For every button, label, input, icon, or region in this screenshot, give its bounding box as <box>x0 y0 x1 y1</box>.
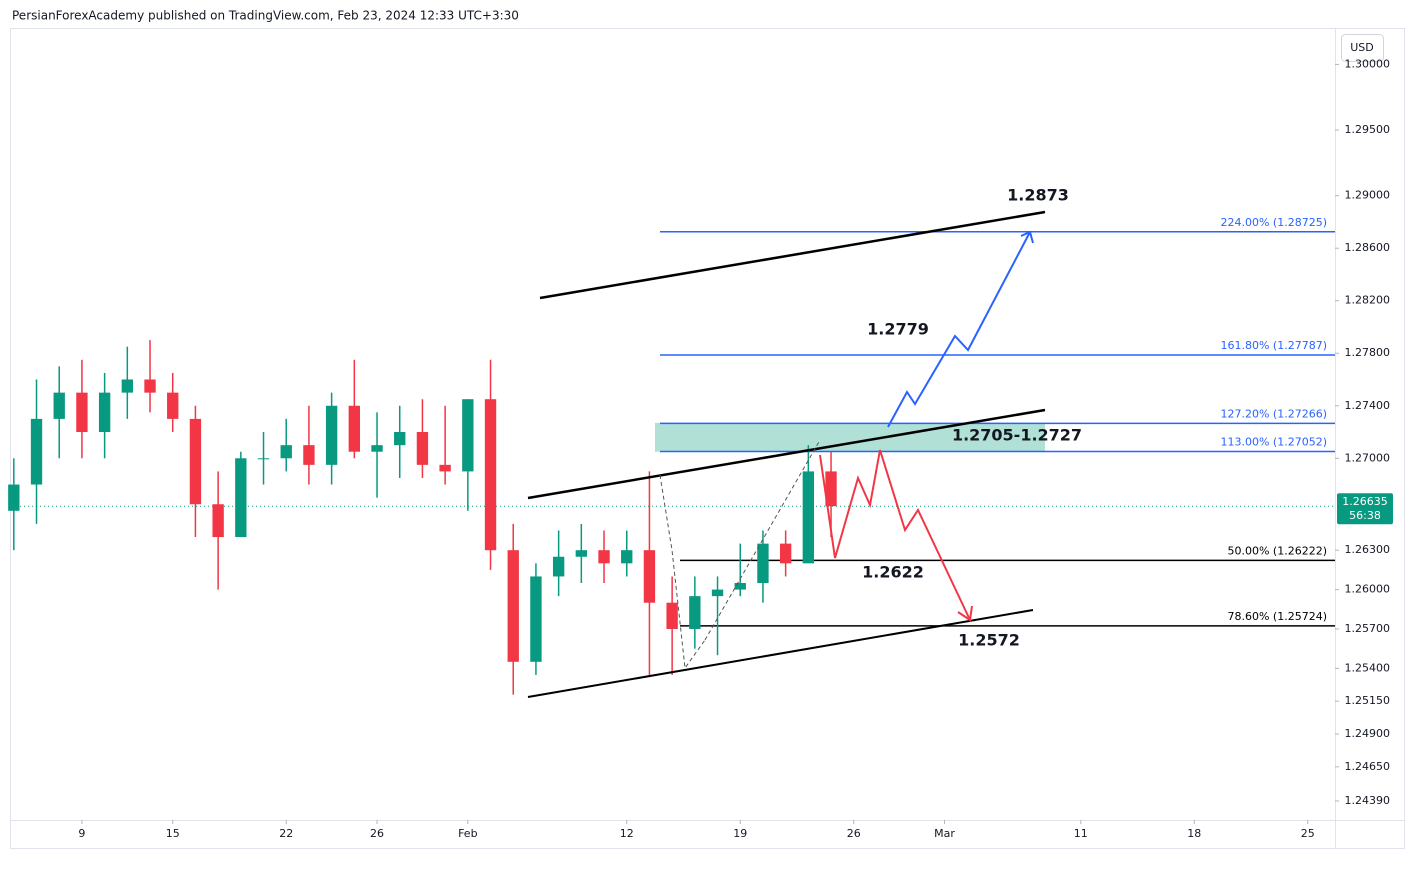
candle-body <box>825 471 837 507</box>
candle-body <box>144 379 156 393</box>
annotation: 1.2779 <box>867 320 929 339</box>
fib-label: 161.80% (1.27787) <box>1220 339 1327 352</box>
candle-body <box>325 405 338 465</box>
candle-body <box>98 392 111 433</box>
annotation: 1.2572 <box>958 631 1020 650</box>
arrow-head <box>957 605 973 622</box>
x-tick-label: 15 <box>166 827 180 840</box>
x-tick-label: 19 <box>733 827 747 840</box>
zone-label: 1.2705-1.2727 <box>952 426 1082 445</box>
x-tick-label: 25 <box>1301 827 1315 840</box>
price-tag <box>1337 493 1393 525</box>
y-tick-label: 1.25150 <box>1345 694 1391 707</box>
y-tick-label: 1.25400 <box>1345 661 1391 674</box>
frame <box>10 28 1405 849</box>
x-tick-label: 18 <box>1187 827 1201 840</box>
candle-body <box>575 550 588 557</box>
candle-body <box>621 550 633 564</box>
y-tick-label: 1.28200 <box>1345 294 1391 307</box>
candle-body <box>303 445 315 465</box>
candle-body <box>212 504 224 538</box>
candle-body <box>394 432 406 446</box>
y-tick-label: 1.29500 <box>1345 123 1391 136</box>
x-tick-label: 11 <box>1074 827 1088 840</box>
fib-label: 50.00% (1.26222) <box>1227 544 1327 557</box>
candle-body <box>30 418 43 485</box>
countdown: 56:38 <box>1349 509 1381 522</box>
candle-body <box>280 445 292 459</box>
y-tick-label: 1.25700 <box>1345 622 1391 635</box>
zigzag <box>704 439 821 641</box>
y-tick-label: 1.24900 <box>1345 727 1391 740</box>
zigzag <box>659 474 706 670</box>
candle-body <box>757 543 769 584</box>
bullish-path <box>887 231 1031 428</box>
candle-body <box>167 392 179 419</box>
candle-body <box>416 432 429 465</box>
currency: USD <box>1350 41 1374 54</box>
candle-body <box>53 392 65 419</box>
candle-body <box>439 464 451 472</box>
currency-button[interactable] <box>1341 34 1384 62</box>
candle-body <box>121 379 133 393</box>
fib-label: 127.20% (1.27266) <box>1220 407 1327 420</box>
candle-body <box>76 392 88 433</box>
candle-body <box>643 550 656 603</box>
candle-body <box>8 484 20 511</box>
y-tick-label: 1.29000 <box>1345 189 1391 202</box>
candle-body <box>598 550 610 564</box>
bearish-path <box>819 449 971 621</box>
x-tick-label: Feb <box>458 827 477 840</box>
candle-body <box>779 543 792 564</box>
candle-body <box>348 405 361 452</box>
candle-body <box>711 589 724 597</box>
candle-body <box>530 576 542 662</box>
candle-body <box>257 458 270 460</box>
fib-label: 113.00% (1.27052) <box>1220 435 1327 448</box>
candle-body <box>235 458 247 538</box>
candle-body <box>552 556 565 577</box>
trend-line <box>527 408 1046 500</box>
fib-label: 78.60% (1.25724) <box>1227 610 1327 623</box>
y-tick-label: 1.28600 <box>1345 241 1391 254</box>
x-tick-label: 26 <box>847 827 861 840</box>
header: PersianForexAcademy published on Trading… <box>12 9 519 23</box>
candle-body <box>371 445 383 452</box>
arrow-head <box>1020 230 1034 244</box>
price-tag-label: 1.26635 <box>1342 495 1388 508</box>
y-tick-label: 1.24390 <box>1345 794 1391 807</box>
zone <box>655 422 1045 452</box>
x-tick-label: Mar <box>934 827 955 840</box>
y-tick-label: 1.26300 <box>1345 543 1391 556</box>
trend-line <box>539 210 1046 300</box>
annotation: 1.2873 <box>1007 186 1069 205</box>
candle-body <box>507 550 519 662</box>
annotation: 1.2622 <box>862 563 924 582</box>
y-tick-label: 1.24650 <box>1345 760 1391 773</box>
y-tick-label: 1.27400 <box>1345 399 1391 412</box>
drawings <box>527 210 1046 698</box>
x-tick-label: 9 <box>78 827 85 840</box>
y-tick-label: 1.30000 <box>1345 57 1391 70</box>
x-tick-label: 12 <box>620 827 634 840</box>
x-tick-label: 22 <box>279 827 293 840</box>
trend-line <box>527 609 1034 698</box>
y-tick-label: 1.27800 <box>1345 346 1391 359</box>
y-tick-label: 1.27000 <box>1345 451 1391 464</box>
candle-body <box>462 399 474 472</box>
candle-body <box>734 583 746 590</box>
candle-body <box>689 596 701 629</box>
candle-body <box>802 471 815 564</box>
candle-body <box>189 418 202 505</box>
candle-body <box>666 602 678 629</box>
fib-label: 224.00% (1.28725) <box>1220 216 1327 229</box>
candle-body <box>484 399 497 551</box>
x-tick-label: 26 <box>370 827 384 840</box>
y-tick-label: 1.26000 <box>1345 583 1391 596</box>
